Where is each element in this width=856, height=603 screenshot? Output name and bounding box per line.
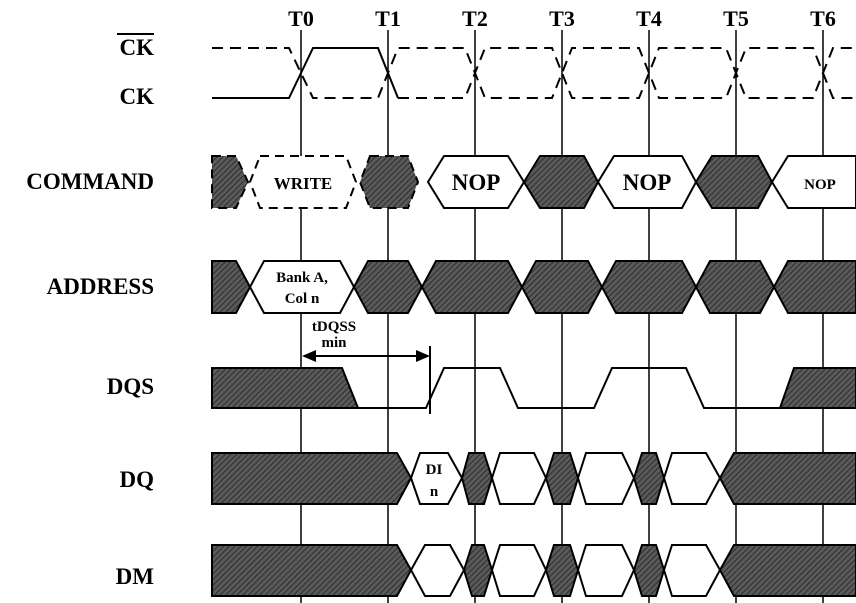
address-dont-care-7 (772, 260, 856, 314)
address-dont-care-3 (420, 260, 524, 314)
command-nop-cell-2 (596, 155, 698, 209)
tdqss-qualifier: min (321, 335, 347, 351)
command-dont-care-2 (358, 155, 420, 209)
dqs-label: DQS (107, 374, 154, 399)
address-dont-care-1 (211, 260, 252, 314)
tdqss-annotation: tDQSS min (302, 319, 431, 414)
ck-waveform (212, 47, 856, 99)
dm-bus (211, 544, 856, 597)
t1-label: T1 (375, 6, 401, 31)
command-write-text: WRITE (274, 174, 333, 193)
dm-dont-care-1 (211, 544, 413, 597)
dm-label: DM (116, 564, 155, 589)
t0-label: T0 (288, 6, 314, 31)
command-nop-cell-3 (770, 155, 856, 209)
dqs-waveform (211, 367, 856, 409)
ck-bar-label: CK (120, 35, 155, 60)
address-label: ADDRESS (47, 274, 154, 299)
dq-dont-care-2 (460, 452, 494, 505)
t3-label: T3 (549, 6, 575, 31)
dq-dont-care-1 (211, 452, 413, 505)
command-dont-care-4 (694, 155, 774, 209)
dq-data-cell-2 (576, 452, 636, 505)
address-bank-text: Bank A, (276, 270, 328, 286)
command-label: COMMAND (26, 169, 154, 194)
dq-dont-care-3 (544, 452, 580, 505)
command-write-cell (248, 155, 358, 209)
ck-label: CK (120, 84, 155, 109)
address-bank-cell (248, 260, 356, 314)
dm-dont-care-2 (462, 544, 494, 597)
t5-label: T5 (723, 6, 749, 31)
tdqss-arrow-left-head (302, 350, 316, 362)
command-nop-text-3: NOP (804, 177, 836, 193)
t4-label: T4 (636, 6, 662, 31)
address-col-text: Col n (285, 291, 320, 307)
dq-din-text-2: n (430, 484, 439, 500)
command-bus (211, 155, 856, 209)
dm-mask-cell-3 (576, 544, 636, 597)
dq-data-cell-3 (662, 452, 722, 505)
time-markers: T0 T1 T2 T3 T4 T5 T6 (288, 6, 836, 603)
t2-label: T2 (462, 6, 488, 31)
dm-dont-care-5 (718, 544, 856, 597)
address-dont-care-5 (600, 260, 698, 314)
dm-dont-care-4 (632, 544, 666, 597)
tdqss-name: tDQSS (312, 319, 356, 335)
dq-data-cell-1 (490, 452, 548, 505)
command-nop-text-1: NOP (452, 170, 501, 195)
address-bus (211, 260, 856, 314)
dq-dont-care-5 (718, 452, 856, 505)
dm-mask-cell-2 (490, 544, 548, 597)
dm-mask-cell-1 (409, 544, 466, 597)
dm-mask-cell-4 (662, 544, 722, 597)
dq-din-cell (409, 452, 464, 505)
dq-dont-care-4 (632, 452, 666, 505)
dq-bus (211, 452, 856, 505)
tdqss-arrow-right-head (416, 350, 430, 362)
dm-dont-care-3 (544, 544, 580, 597)
dqs-postamble-block (778, 367, 856, 409)
command-nop-text-2: NOP (623, 170, 672, 195)
command-dont-care-1 (211, 155, 250, 209)
dq-din-text-1: DI (426, 462, 443, 478)
command-nop-cell-1 (426, 155, 526, 209)
t6-label: T6 (810, 6, 836, 31)
dqs-preamble-block (211, 367, 360, 409)
signal-labels: CK CK COMMAND ADDRESS DQS DQ DM (26, 33, 155, 589)
address-dont-care-2 (352, 260, 424, 314)
address-dont-care-4 (520, 260, 604, 314)
ck-bar-waveform (212, 47, 856, 99)
dq-label: DQ (120, 467, 155, 492)
command-dont-care-3 (522, 155, 600, 209)
address-dont-care-6 (694, 260, 776, 314)
